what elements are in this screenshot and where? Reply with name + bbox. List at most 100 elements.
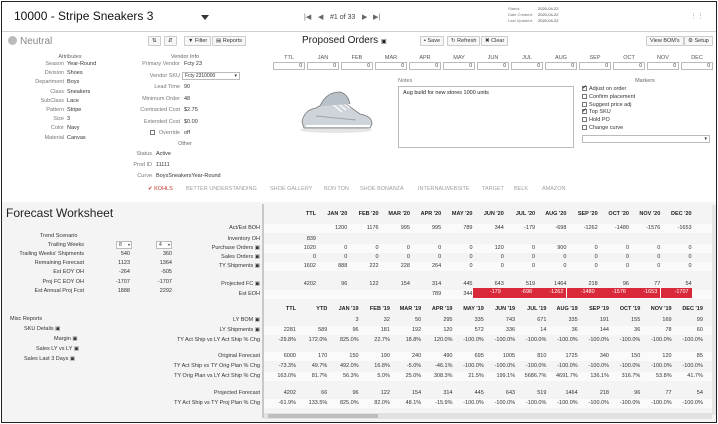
marker-item[interactable]: Change curve <box>582 125 623 131</box>
row-label-text: Original Forecast <box>218 353 260 359</box>
reports-button[interactable]: ▤ Reports <box>212 36 246 46</box>
tab-kohls[interactable]: ✔ KOHLS <box>148 186 173 192</box>
popout-icon[interactable]: ▣ <box>253 281 260 287</box>
scroll-thumb[interactable] <box>268 414 378 418</box>
ly-cell: -100.0% <box>682 363 703 369</box>
first-record-icon[interactable]: |◀ <box>304 14 312 21</box>
prev-record-icon[interactable]: ◀ <box>318 14 324 21</box>
ly-row-label: TY Orig Plan vs LY Act Ship % Chg <box>120 373 260 379</box>
misc-report-link[interactable]: SKU Details ▣ <box>24 326 60 332</box>
sort-desc-button[interactable]: ⇵ <box>164 36 177 46</box>
notes-textarea[interactable]: Aug build for new stores 1000 units <box>398 86 574 148</box>
filter-button[interactable]: ▼ Filter <box>184 36 212 46</box>
other-value: 11111 <box>156 162 170 168</box>
row-label-text: Purchase Orders <box>211 245 254 251</box>
tab-internalwebsite[interactable]: INTERNALWEBSITE <box>418 186 470 192</box>
attributes-title: Attributes <box>58 54 82 60</box>
po-input[interactable]: 0 <box>511 62 543 70</box>
vendor-value: 90 <box>184 84 191 90</box>
save-button[interactable]: ▪ Save <box>420 36 445 46</box>
marker-item[interactable]: Hold PO <box>582 117 610 123</box>
marker-checkbox[interactable] <box>582 107 587 115</box>
marker-checkbox[interactable] <box>582 93 587 99</box>
po-input[interactable]: 0 <box>443 62 475 70</box>
ly-cell: 53.8% <box>655 373 672 379</box>
clear-button[interactable]: ✖ Clear <box>481 36 509 46</box>
ly-cell: -100.0% <box>463 363 484 369</box>
misc-report-link[interactable]: Margin ▣ <box>54 336 78 342</box>
po-input[interactable]: 0 <box>409 62 441 70</box>
next-record-icon[interactable]: ▶ <box>362 14 368 21</box>
popout-icon[interactable]: ▣ <box>253 245 260 251</box>
attribute-value: Canvas <box>67 134 86 141</box>
po-input[interactable]: 0 <box>545 62 577 70</box>
po-column-header: MAY <box>453 55 465 61</box>
tab-shoe-bonanza[interactable]: SHOE BONANZA <box>360 186 404 192</box>
worksheet-cell: 154 <box>400 281 410 287</box>
ly-cell: 336 <box>505 327 516 333</box>
more-icon[interactable]: ⋮⋮ <box>690 13 704 20</box>
marker-checkbox[interactable] <box>582 101 587 107</box>
po-input[interactable]: 0 <box>307 62 339 70</box>
setup-button[interactable]: ⚙ Setup <box>684 36 713 46</box>
po-input[interactable]: 0 <box>613 62 645 70</box>
po-input[interactable]: 0 <box>273 62 305 70</box>
po-input[interactable]: 0 <box>477 62 509 70</box>
vendor-sku-select[interactable]: Fcty 2310000 ▾ <box>182 71 240 80</box>
po-input[interactable]: 0 <box>681 62 713 70</box>
chevron-down-icon: ▾ <box>127 242 130 247</box>
pane-divider[interactable] <box>262 204 264 418</box>
row-stripe <box>264 326 712 335</box>
marker-item[interactable]: Suggest price adj <box>582 101 632 108</box>
marker-checkbox[interactable] <box>582 84 587 91</box>
marker-checkbox[interactable] <box>582 125 587 130</box>
popout-icon[interactable]: ▣ <box>253 327 260 333</box>
worksheet-cell: 0 <box>625 263 629 269</box>
tab-belk[interactable]: BELK <box>514 186 528 192</box>
trailing-weeks-select-a[interactable]: 8 ▾ <box>116 241 132 249</box>
title-dropdown-icon[interactable] <box>201 15 209 20</box>
worksheet-cell: 314 <box>432 281 442 287</box>
po-input[interactable]: 0 <box>341 62 373 70</box>
popout-icon[interactable]: ▣ <box>253 317 260 323</box>
horizontal-scrollbar[interactable] <box>264 413 712 419</box>
tab-shoe-gallery[interactable]: SHOE GALLERY <box>270 186 312 192</box>
view-boms-button[interactable]: View BOM's <box>646 36 684 46</box>
worksheet-cell: 0 <box>625 245 629 251</box>
refresh-button[interactable]: ↻ Refresh <box>447 36 481 46</box>
curve-select[interactable]: ▾ <box>582 135 710 143</box>
po-input[interactable]: 0 <box>375 62 407 70</box>
ly-cell: 181 <box>380 327 390 333</box>
ly-cell: -100.0% <box>463 337 484 343</box>
marker-item[interactable]: Confirm placement <box>582 93 635 100</box>
sort-asc-button[interactable]: ⇅ <box>148 36 161 46</box>
popout-icon[interactable]: ▣ <box>253 263 260 269</box>
po-input[interactable]: 0 <box>579 62 611 70</box>
row-label-text: Projected FC <box>221 281 254 287</box>
marker-item[interactable]: Top SKU <box>582 107 611 115</box>
tab-target[interactable]: TARGET <box>482 186 504 192</box>
tab-better-understanding[interactable]: BETTER UNDERSTANDING <box>186 186 257 192</box>
misc-report-link[interactable]: Sales LY vs LY ▣ <box>36 346 79 352</box>
worksheet-column-header: OCT '20 <box>608 211 629 217</box>
calendar-icon[interactable]: ▣ <box>380 39 387 45</box>
ly-cell: 340 <box>599 353 609 359</box>
ly-cell: -100.0% <box>588 363 610 369</box>
misc-report-link[interactable]: Sales Last 3 Days ▣ <box>24 356 75 362</box>
trailing-weeks-select-b[interactable]: 4 ▾ <box>156 241 172 249</box>
tab-bon-ton[interactable]: BON TON <box>324 186 349 192</box>
worksheet-cell: 0 <box>532 263 536 269</box>
last-record-icon[interactable]: ▶| <box>373 14 381 21</box>
ly-cell: 36 <box>571 327 578 333</box>
override-checkbox[interactable] <box>150 130 155 135</box>
vertical-scrollbar[interactable] <box>712 205 716 415</box>
ly-cell: -100.0% <box>463 400 484 406</box>
worksheet-row-label: Act/Est BOH <box>160 225 260 231</box>
scenario-value-b: -505 <box>160 269 172 275</box>
tab-amazon[interactable]: AMAZON <box>542 186 566 192</box>
popout-icon[interactable]: ▣ <box>253 254 260 260</box>
marker-checkbox[interactable] <box>582 117 587 123</box>
marker-item[interactable]: Adjust on order <box>582 84 626 92</box>
po-input[interactable]: 0 <box>647 62 679 70</box>
